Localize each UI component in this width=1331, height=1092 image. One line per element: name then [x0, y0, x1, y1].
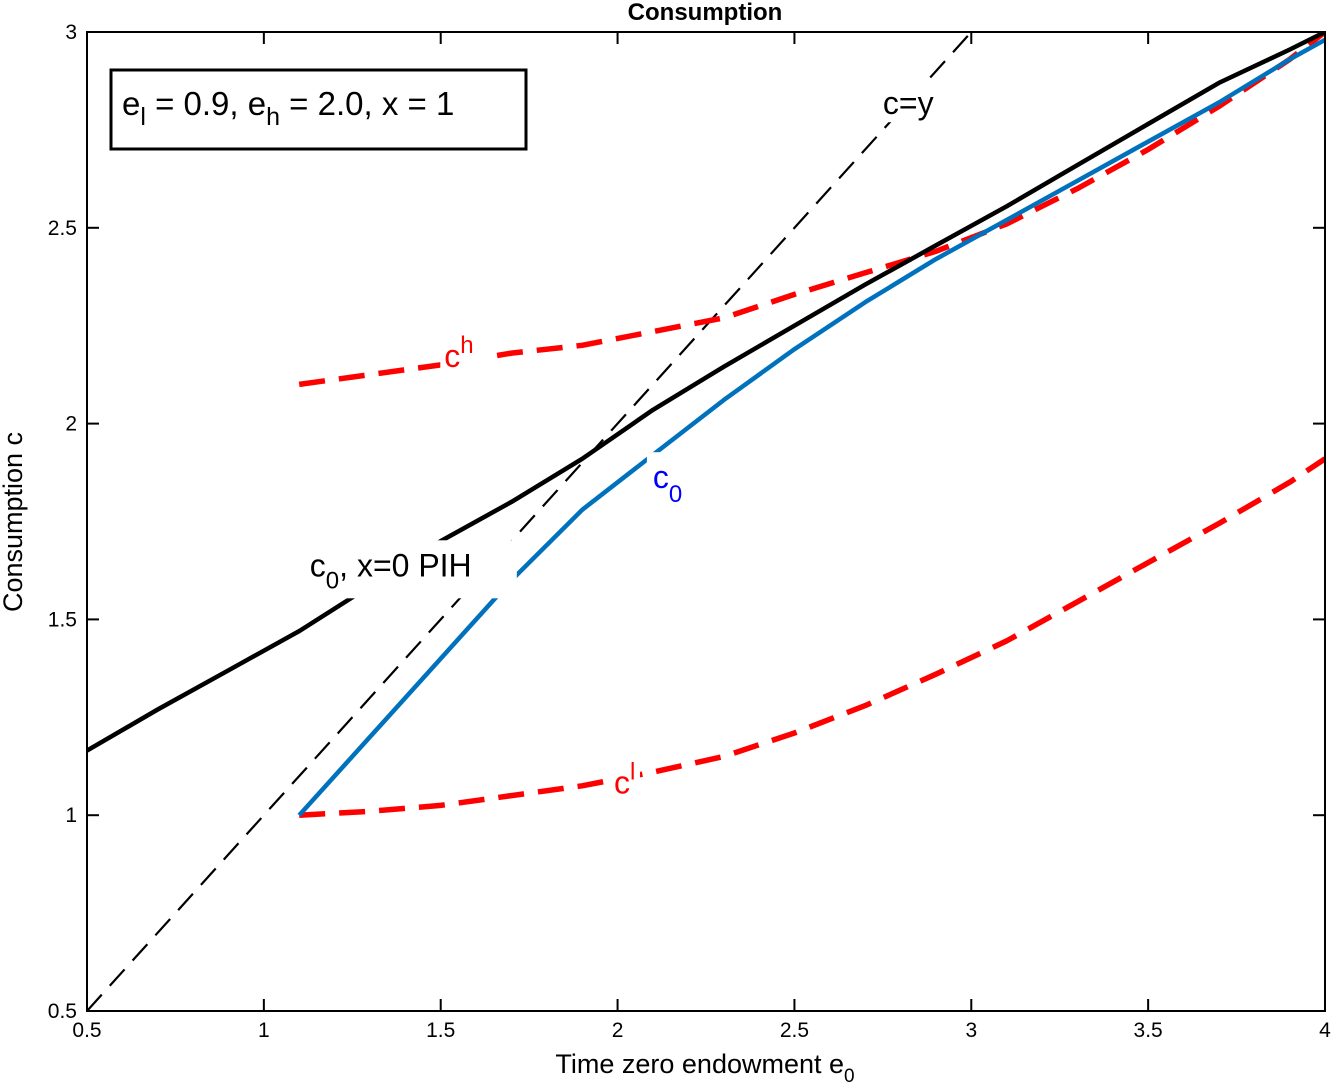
annotation-ch-text: ch: [444, 332, 473, 374]
annotation-ch: ch: [440, 320, 485, 374]
chart-title: Consumption: [628, 0, 783, 26]
legend-part-0: e: [122, 85, 140, 122]
annotation-cl: cl: [610, 747, 640, 801]
x-tick-label: 3: [965, 1019, 977, 1042]
x-tick-label: 0.5: [72, 1019, 101, 1042]
x-tick-label: 2: [612, 1019, 624, 1042]
annotation-ch-base: c: [444, 338, 460, 374]
series-line-c0-x-0-pih: [87, 32, 1325, 753]
legend-part-4: = 2.0, x = 1: [280, 85, 454, 122]
legend-part-2: = 0.9, e: [146, 85, 266, 122]
x-tick-label: 3.5: [1134, 1019, 1163, 1042]
legend-text: el = 0.9, eh = 2.0, x = 1: [122, 85, 454, 131]
series-line-c0: [297, 37, 1325, 817]
annotation-layer: c=y c0, x=0 PIH c0 ch cl: [301, 82, 955, 801]
x-tick-label: 1.5: [426, 1019, 455, 1042]
annotation-c0-base: c: [653, 459, 669, 495]
legend-box: el = 0.9, eh = 2.0, x = 1: [109, 68, 528, 151]
series-line-c-y: [87, 32, 973, 1011]
y-tick-label: 1: [65, 804, 77, 827]
annotation-pih-rest: , x=0 PIH: [339, 547, 472, 583]
legend-frame: [109, 68, 528, 151]
annotation-c-equals-y-text: c=y: [883, 85, 934, 121]
annotation-c0: c0: [646, 452, 695, 515]
annotation-c0-text: c0: [653, 459, 682, 508]
legend-part-1: l: [140, 103, 146, 131]
annotation-pih-text: c0, x=0 PIH: [310, 547, 472, 594]
legend-part-3: h: [266, 103, 280, 131]
tick-layer: 0.5 1 1.5 2 2.5 3 3.5 4 0.5 1 1.5 2 2.5 3: [48, 21, 1331, 1042]
plot-area: [87, 32, 1325, 1011]
axes-box: [86, 31, 1326, 1012]
annotation-cl-text: cl: [614, 759, 635, 801]
x-axis-label-subscript: 0: [844, 1066, 855, 1087]
annotation-ch-sup: h: [460, 332, 473, 359]
y-tick-label: 1.5: [48, 608, 77, 631]
annotation-pih: c0, x=0 PIH: [301, 540, 517, 599]
y-tick-label: 3: [65, 21, 77, 44]
x-tick-label: 4: [1319, 1019, 1331, 1042]
y-axis-label: Consumption c: [0, 432, 28, 612]
annotation-cl-sup: l: [630, 759, 635, 786]
y-tick-label: 2: [65, 413, 77, 436]
series-line-c-l: [299, 456, 1325, 818]
y-tick-label: 0.5: [48, 1000, 77, 1023]
annotation-c0-sub: 0: [669, 481, 682, 508]
annotation-c-equals-y: c=y: [876, 82, 955, 123]
x-axis-label-base: Time zero endowment e: [555, 1049, 844, 1079]
x-tick-label: 2.5: [780, 1019, 809, 1042]
x-tick-label: 1: [258, 1019, 270, 1042]
annotation-cl-base: c: [614, 765, 630, 801]
x-axis-label: Time zero endowment e0: [555, 1049, 854, 1087]
annotation-pih-base: c: [310, 547, 326, 583]
annotation-pih-sub: 0: [326, 567, 339, 594]
y-tick-label: 2.5: [48, 217, 77, 240]
